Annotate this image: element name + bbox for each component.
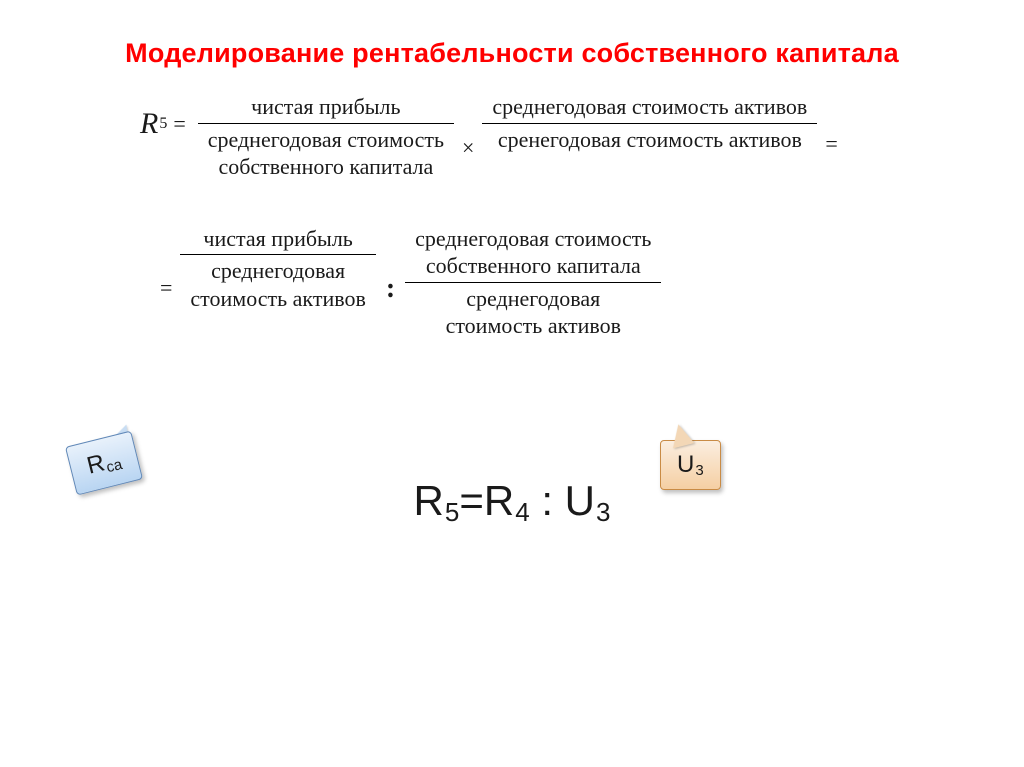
frac2b-den-line1: среднегодовая <box>446 285 621 313</box>
frac2b-num-line1: среднегодовая стоимость <box>415 225 651 253</box>
frac1a-num: чистая прибыль <box>241 91 410 123</box>
callout-u3: U3 <box>660 440 721 490</box>
final-u3-var: U <box>565 477 595 524</box>
callout-rca-sub: са <box>104 456 124 477</box>
final-colon: : <box>530 477 565 524</box>
frac1b-den: сренегодовая стоимость активов <box>488 124 812 156</box>
fraction-2b: среднегодовая стоимость собственного кап… <box>405 223 661 342</box>
colon-operator: : <box>376 271 405 306</box>
equation-row-2: = чистая прибыль среднегодовая стоимость… <box>160 223 974 342</box>
slide: Моделирование рентабельности собственног… <box>0 0 1024 767</box>
frac2b-den-line2: стоимость активов <box>446 312 621 340</box>
frac1a-den-line2: собственного капитала <box>208 153 444 181</box>
equation-row-1: R5 = чистая прибыль среднегодовая стоимо… <box>140 91 974 183</box>
var-r5: R <box>140 105 158 143</box>
equals-sign: = <box>167 110 191 138</box>
slide-title: Моделирование рентабельности собственног… <box>50 38 974 69</box>
frac1a-den-line1: среднегодовая стоимость <box>208 126 444 154</box>
callout-u3-var: U <box>677 451 694 478</box>
frac2a-den-line1: среднегодовая <box>190 257 365 285</box>
equals-trail: = <box>817 130 837 158</box>
fraction-1b: среднегодовая стоимость активов сренегод… <box>482 91 817 155</box>
fraction-2a: чистая прибыль среднегодовая стоимость а… <box>180 223 375 315</box>
sub-5: 5 <box>158 114 167 134</box>
final-equation: R5=R4 : U3 <box>50 477 974 528</box>
final-u3-sub: 3 <box>595 497 610 527</box>
callout-u3-sub: 3 <box>694 462 703 479</box>
frac2b-num-line2: собственного капитала <box>415 252 651 280</box>
callout-rca: Rса <box>70 438 138 488</box>
frac2a-den-line2: стоимость активов <box>190 285 365 313</box>
final-r5-var: R <box>414 477 444 524</box>
fraction-1a: чистая прибыль среднегодовая стоимость с… <box>198 91 454 183</box>
final-eq: = <box>459 477 484 524</box>
times-operator: × <box>454 134 482 162</box>
final-r5-sub: 5 <box>444 497 459 527</box>
frac2a-num: чистая прибыль <box>193 223 362 255</box>
equals-lead: = <box>160 274 180 302</box>
frac1b-num: среднегодовая стоимость активов <box>482 91 817 123</box>
final-r4-var: R <box>484 477 514 524</box>
final-r4-sub: 4 <box>514 497 529 527</box>
